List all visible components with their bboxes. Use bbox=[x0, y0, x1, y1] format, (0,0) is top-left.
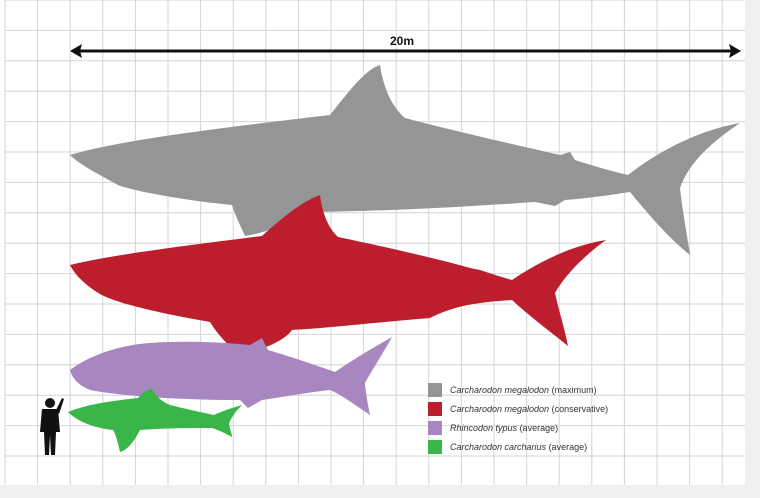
megalodon-conservative-silhouette bbox=[70, 195, 606, 354]
great-white-silhouette bbox=[68, 389, 242, 452]
scale-arrow bbox=[70, 44, 741, 58]
legend-swatch bbox=[428, 439, 442, 454]
legend-swatch bbox=[428, 382, 442, 397]
legend-item: Carcharodon megalodon (maximum) bbox=[428, 380, 608, 399]
legend-item: Carcharodon carcharius (average) bbox=[428, 437, 608, 456]
legend-item: Rhincodon typus (average) bbox=[428, 418, 608, 437]
human-silhouette bbox=[40, 398, 64, 455]
legend-note: (maximum) bbox=[551, 384, 597, 395]
legend-note: (conservative) bbox=[551, 403, 609, 414]
legend-species: Carcharodon carcharius bbox=[450, 441, 547, 452]
legend-item: Carcharodon megalodon (conservative) bbox=[428, 399, 608, 418]
legend-swatch bbox=[428, 401, 442, 416]
legend-swatch bbox=[428, 420, 442, 435]
legend-species: Rhincodon typus bbox=[450, 422, 518, 433]
legend-note: (average) bbox=[548, 441, 588, 452]
legend-species: Carcharodon megalodon bbox=[450, 384, 550, 395]
legend-species: Carcharodon megalodon bbox=[450, 403, 550, 414]
megalodon-maximum-silhouette bbox=[70, 65, 740, 255]
legend-note: (average) bbox=[519, 422, 559, 433]
scale-label: 20m bbox=[390, 34, 415, 48]
legend: Carcharodon megalodon (maximum) Carcharo… bbox=[428, 380, 608, 456]
